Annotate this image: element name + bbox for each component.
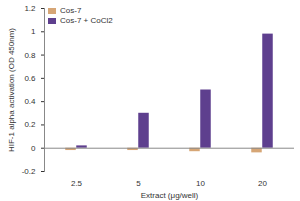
svg-text:5: 5 bbox=[136, 179, 141, 188]
svg-text:10: 10 bbox=[196, 179, 205, 188]
svg-text:0.4: 0.4 bbox=[24, 97, 36, 106]
svg-text:Extract (μg/well): Extract (μg/well) bbox=[141, 191, 199, 200]
html-text:Cos-7 + CoCl2: Cos-7 + CoCl2 bbox=[60, 16, 113, 25]
svg-text:20: 20 bbox=[258, 179, 267, 188]
svg-text:0: 0 bbox=[31, 144, 36, 153]
svg-text:HIF-1 alpha activation (OD 450: HIF-1 alpha activation (OD 450nm) bbox=[7, 28, 16, 152]
svg-text:1.2: 1.2 bbox=[24, 4, 36, 13]
html-text:Cos-7: Cos-7 bbox=[60, 6, 82, 15]
svg-text:0.2: 0.2 bbox=[24, 120, 36, 129]
svg-text:2.5: 2.5 bbox=[71, 179, 83, 188]
svg-text:1: 1 bbox=[31, 27, 36, 36]
svg-text:0.8: 0.8 bbox=[24, 51, 36, 60]
svg-text:-0.2: -0.2 bbox=[22, 167, 36, 176]
svg-text:0.6: 0.6 bbox=[24, 74, 36, 83]
